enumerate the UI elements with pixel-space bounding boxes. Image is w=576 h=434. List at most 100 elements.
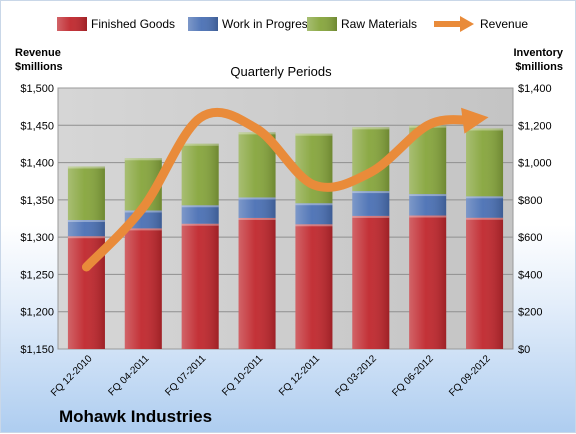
bar-segment	[181, 223, 219, 349]
left-tick-label: $1,250	[20, 269, 54, 281]
legend-label: Revenue	[480, 17, 528, 31]
bar-shading	[466, 196, 504, 218]
bar-top-highlight	[409, 215, 447, 218]
category-label: FQ 10-2011	[220, 353, 265, 398]
legend-label: Raw Materials	[341, 17, 417, 31]
bar-segment	[352, 191, 390, 216]
bar-top-highlight	[67, 166, 105, 169]
bar-segment	[466, 217, 504, 349]
bar-segment	[238, 197, 276, 218]
bar-top-highlight	[466, 196, 504, 199]
bar-top-highlight	[466, 217, 504, 220]
legend-swatch-shading	[307, 17, 337, 31]
legend-item: Raw Materials	[307, 17, 417, 31]
bar-segment	[295, 224, 333, 349]
bar-segment	[352, 215, 390, 349]
legend: Finished Goods Work in Progress Raw Materi…	[57, 16, 528, 32]
revenue-arrowhead	[461, 107, 489, 134]
bar-top-highlight	[181, 205, 219, 208]
bar-segment	[409, 215, 447, 349]
bar-segment	[181, 205, 219, 224]
bar-top-highlight	[295, 224, 333, 227]
category-axis: FQ 12-2010 FQ 04-2011 FQ 07-2011 FQ 10-2011…	[49, 353, 493, 399]
right-axis-label-line1: Inventory	[513, 47, 563, 59]
bar-top-highlight	[409, 194, 447, 197]
right-tick-label: $800	[518, 195, 542, 207]
bar-shading	[466, 217, 504, 349]
legend-arrow-swatch	[460, 16, 474, 32]
legend-swatch-shading	[188, 17, 218, 31]
bar-shading	[238, 197, 276, 218]
chart-subtitle: Quarterly Periods	[230, 64, 332, 79]
bar-shading	[352, 191, 390, 216]
legend-item: Work in Progress	[188, 17, 314, 31]
category-label: FQ 03-2012	[333, 353, 379, 399]
left-tick-label: $1,300	[20, 232, 54, 244]
bar-segment	[409, 125, 447, 195]
bar-top-highlight	[181, 143, 219, 146]
bar-shading	[181, 205, 219, 224]
bar-shading	[352, 215, 390, 349]
legend-swatch-shading	[57, 17, 87, 31]
bar-top-highlight	[295, 203, 333, 206]
bar-segment	[409, 194, 447, 216]
bar-top-highlight	[67, 236, 105, 239]
bar-top-highlight	[67, 219, 105, 222]
legend-label: Finished Goods	[91, 17, 175, 31]
legend-label: Work in Progress	[222, 17, 314, 31]
category-label: FQ 04-2011	[106, 353, 151, 398]
bar-shading	[295, 133, 333, 204]
category-label: FQ 12-2010	[49, 353, 95, 399]
bar-segment	[295, 203, 333, 225]
bar-shading	[181, 223, 219, 349]
right-tick-label: $200	[518, 307, 542, 319]
left-axis-label-line1: Revenue	[15, 47, 61, 59]
category-label: FQ 06-2012	[390, 353, 436, 399]
legend-item: Finished Goods	[57, 17, 175, 31]
company-name: Mohawk Industries	[59, 407, 212, 426]
bar-segment	[466, 196, 504, 218]
left-tick-label: $1,400	[20, 158, 54, 170]
left-axis-label-line2: $millions	[15, 61, 63, 73]
left-tick-label: $1,500	[20, 83, 54, 95]
right-axis: $0 $200 $400 $600 $800 $1,000 $1,200 $1,400	[518, 83, 552, 356]
bar-shading	[124, 228, 162, 349]
stacked-bars	[67, 125, 504, 349]
revenue-series	[81, 107, 489, 272]
bar-shading	[238, 217, 276, 349]
bar-segment	[295, 133, 333, 204]
legend-item: Revenue	[434, 16, 528, 32]
bar-segment	[67, 166, 105, 220]
bar-segment	[238, 132, 276, 198]
right-tick-label: $600	[518, 232, 542, 244]
right-tick-label: $0	[518, 344, 530, 356]
bar-segment	[124, 228, 162, 349]
bar-shading	[295, 203, 333, 225]
bar-segment	[181, 143, 219, 206]
bar-shading	[295, 224, 333, 349]
right-tick-label: $1,000	[518, 158, 552, 170]
bar-top-highlight	[238, 197, 276, 200]
left-axis: $1,150 $1,200 $1,250 $1,300 $1,350 $1,400 $1,4…	[20, 83, 54, 356]
bar-segment	[67, 219, 105, 237]
bar-top-highlight	[181, 223, 219, 226]
category-label: FQ 07-2011	[163, 353, 208, 398]
bar-shading	[466, 128, 504, 197]
bar-top-highlight	[124, 228, 162, 231]
bar-shading	[409, 194, 447, 216]
bar-top-highlight	[352, 127, 390, 130]
bar-shading	[67, 219, 105, 237]
category-label: FQ 09-2012	[447, 353, 493, 399]
right-tick-label: $1,200	[518, 120, 552, 132]
category-label: FQ 12-2011	[277, 353, 322, 398]
left-tick-label: $1,350	[20, 195, 54, 207]
bar-top-highlight	[295, 133, 333, 136]
bar-top-highlight	[466, 128, 504, 131]
bar-segment	[238, 217, 276, 349]
bar-shading	[67, 166, 105, 220]
revenue-line	[81, 107, 474, 272]
right-axis-label-line2: $millions	[515, 61, 563, 73]
bar-shading	[181, 143, 219, 206]
